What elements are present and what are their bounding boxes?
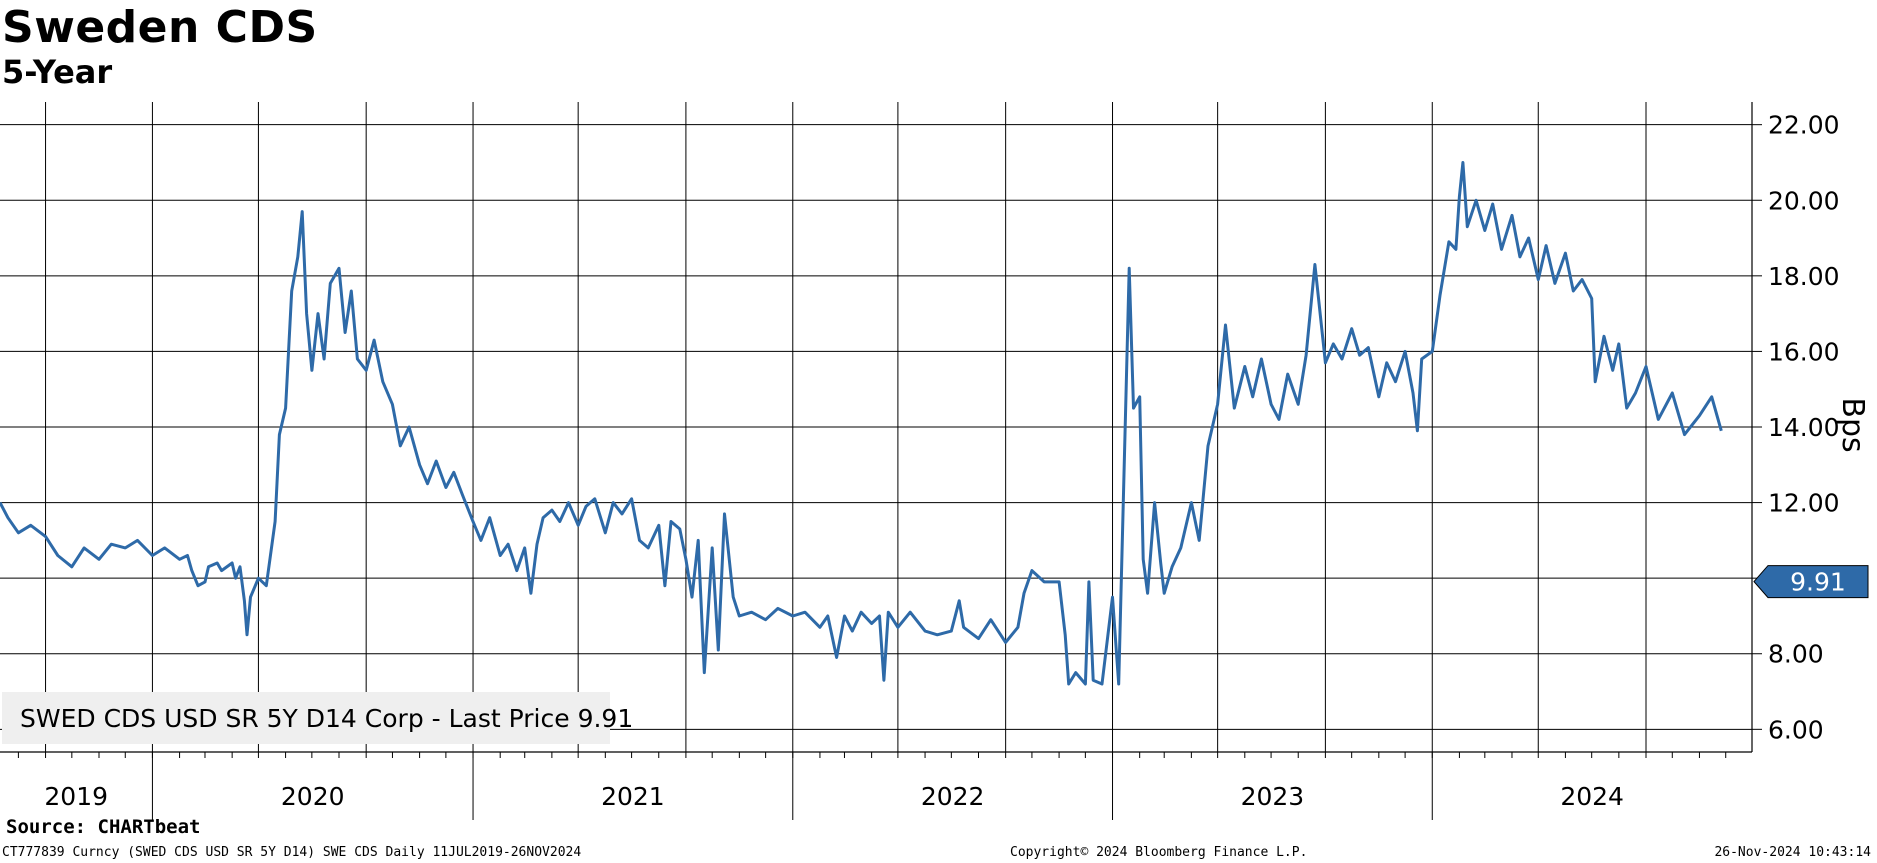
x-tick-label-2021: 2021 (601, 782, 665, 811)
footer-timestamp: 26-Nov-2024 10:43:14 (1714, 845, 1871, 860)
y-tick-label: 8.00 (1768, 640, 1824, 669)
x-tick-label-2024: 2024 (1560, 782, 1624, 811)
legend-label: SWED CDS USD SR 5Y D14 Corp - Last Price… (20, 704, 633, 733)
chart-legend: SWED CDS USD SR 5Y D14 Corp - Last Price… (2, 692, 633, 744)
x-tick-label-2023: 2023 (1241, 782, 1305, 811)
y-tick-label: 14.00 (1768, 413, 1840, 442)
y-tick-label: 18.00 (1768, 262, 1840, 291)
footer-copyright: Copyright© 2024 Bloomberg Finance L.P. (1010, 845, 1308, 860)
x-tick-label-2022: 2022 (921, 782, 985, 811)
x-axis: 2019 2020 2021 2022 2023 2024 (17, 752, 1727, 820)
chart-grid (0, 102, 1753, 753)
chart-series (0, 161, 1723, 686)
last-price-box (1753, 565, 1869, 599)
series-line (0, 161, 1723, 686)
y-tick-label: 12.00 (1768, 489, 1840, 518)
x-tick-label-2019: 2019 (44, 782, 108, 811)
y-tick-label: 20.00 (1768, 186, 1840, 215)
page-subtitle: 5-Year (2, 53, 113, 91)
legend-last-value: 9.91 (577, 703, 634, 733)
y-axis-label: Bps (1835, 397, 1870, 452)
x-tick-label-2020: 2020 (281, 782, 345, 811)
page-title: Sweden CDS (2, 2, 318, 53)
legend-series-name: SWED CDS USD SR 5Y D14 Corp - Last Price (20, 703, 570, 733)
y-tick-label: 16.00 (1768, 337, 1840, 366)
y-tick-label: 6.00 (1768, 715, 1824, 744)
y-axis: 6.00 8.00 12.00 14.00 16.00 18.00 20.00 22.00 Bp… (1752, 111, 1870, 744)
source-label: Source: CHARTbeat (6, 816, 201, 838)
chart-canvas: 2019 2020 2021 2022 2023 2024 6.00 8.00 12.00 14… (0, 102, 1870, 820)
footer-ticker-info: CT777839 Curncy (SWED CDS USD SR 5Y D14)… (2, 845, 582, 860)
y-tick-label: 22.00 (1768, 111, 1840, 140)
last-price-label: 9.91 (1790, 568, 1846, 597)
last-price-tag: 9.91 (1753, 565, 1869, 599)
